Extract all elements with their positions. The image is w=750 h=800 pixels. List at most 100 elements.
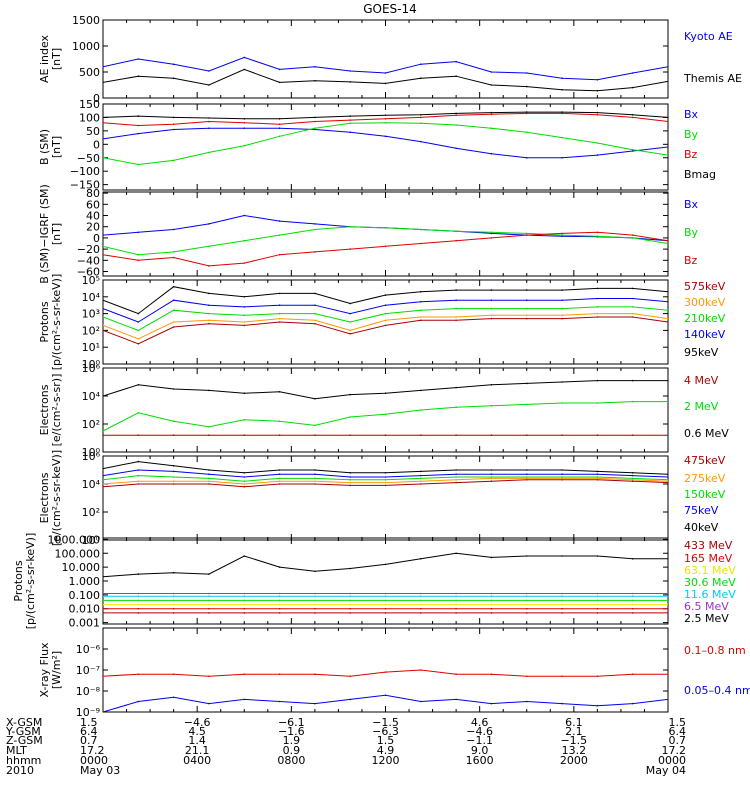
data-point	[667, 317, 668, 320]
data-point	[314, 599, 316, 602]
data-point	[208, 483, 210, 485]
data-point	[490, 314, 493, 317]
data-point	[384, 72, 387, 74]
data-point	[103, 122, 104, 124]
data-point	[314, 607, 316, 610]
data-point	[349, 567, 352, 570]
legend-entry: Bz	[684, 254, 698, 267]
data-point	[631, 702, 634, 705]
data-point	[631, 673, 634, 675]
data-point	[208, 434, 210, 437]
data-point	[208, 117, 210, 119]
data-point	[103, 599, 104, 602]
y-tick-label: 10⁴	[82, 478, 101, 491]
data-point	[384, 599, 387, 602]
data-point	[137, 321, 140, 323]
data-point	[243, 483, 246, 485]
data-point	[561, 402, 563, 404]
data-point	[314, 592, 316, 595]
data-point	[278, 317, 281, 320]
data-point	[490, 595, 493, 598]
data-point	[455, 124, 457, 126]
data-point	[208, 312, 210, 315]
data-point	[243, 306, 246, 308]
data-point	[172, 420, 175, 423]
data-point	[631, 474, 634, 477]
data-point	[172, 612, 175, 614]
y-tick-label: 10⁻⁸	[76, 685, 101, 698]
y-tick-label: 50	[86, 125, 100, 138]
footer-cell: 21.1	[185, 744, 210, 757]
data-point	[490, 384, 493, 386]
series-line-140kev	[103, 298, 668, 323]
data-point	[172, 465, 175, 467]
data-point	[561, 675, 563, 678]
data-point	[420, 470, 422, 473]
data-point	[490, 152, 493, 155]
data-point	[137, 612, 140, 614]
legend-entry: 165 MeV	[684, 552, 733, 565]
y-axis-label: Electrons[e/(cm²-s-sr-keV)]	[38, 450, 63, 546]
data-point	[243, 56, 246, 59]
data-point	[455, 316, 457, 318]
panel-elec2: 10⁰ 10² 10⁴ 10⁶ Electrons[e/(cm²-s-sr-keV)] 4…	[38, 450, 726, 547]
legend-entry: 0.05–0.4 nm	[684, 684, 750, 697]
data-point	[420, 603, 422, 606]
data-point	[526, 599, 528, 602]
data-point	[384, 603, 387, 606]
data-point	[349, 119, 352, 121]
data-point	[349, 698, 352, 701]
data-point	[420, 140, 422, 143]
data-point	[172, 128, 175, 131]
data-point	[137, 253, 140, 256]
data-point	[103, 486, 104, 488]
data-point	[561, 235, 563, 237]
y-tick-label: −150	[70, 179, 100, 192]
footer-cell: 0.7	[80, 734, 98, 747]
y-tick-label: 10⁶	[82, 450, 101, 463]
data-point	[526, 592, 528, 595]
data-point	[278, 123, 281, 125]
data-point	[455, 230, 457, 232]
data-point	[278, 68, 281, 71]
footer-cell: May 04	[646, 764, 686, 777]
data-point	[314, 127, 316, 129]
data-point	[490, 405, 493, 407]
data-point	[384, 122, 387, 124]
data-point	[526, 595, 528, 598]
data-point	[490, 673, 493, 675]
data-point	[208, 84, 210, 86]
data-point	[137, 115, 140, 117]
data-point	[208, 595, 210, 598]
data-point	[596, 470, 599, 473]
data-point	[420, 309, 422, 312]
data-point	[561, 299, 563, 302]
data-point	[455, 479, 457, 481]
data-point	[278, 81, 281, 84]
data-point	[349, 476, 352, 478]
data-point	[667, 239, 668, 242]
data-point	[596, 142, 599, 144]
data-point	[420, 480, 422, 483]
data-point	[384, 694, 387, 696]
data-point	[243, 612, 246, 614]
footer-cell: 6.1	[565, 716, 583, 729]
data-point	[103, 576, 104, 578]
data-point	[667, 321, 668, 323]
data-point	[455, 552, 457, 555]
data-point	[172, 673, 175, 675]
data-point	[278, 434, 281, 437]
data-point	[172, 571, 175, 574]
data-point	[384, 227, 387, 229]
data-point	[208, 319, 210, 322]
data-point	[667, 595, 668, 598]
data-point	[667, 603, 668, 606]
y-tick-label: 10⁰	[82, 534, 101, 547]
data-point	[384, 319, 387, 322]
data-point	[349, 321, 352, 323]
data-point	[561, 479, 563, 481]
data-point	[243, 698, 246, 701]
y-tick-label: 10⁵	[82, 274, 100, 287]
data-point	[137, 312, 140, 315]
data-point	[314, 434, 316, 437]
